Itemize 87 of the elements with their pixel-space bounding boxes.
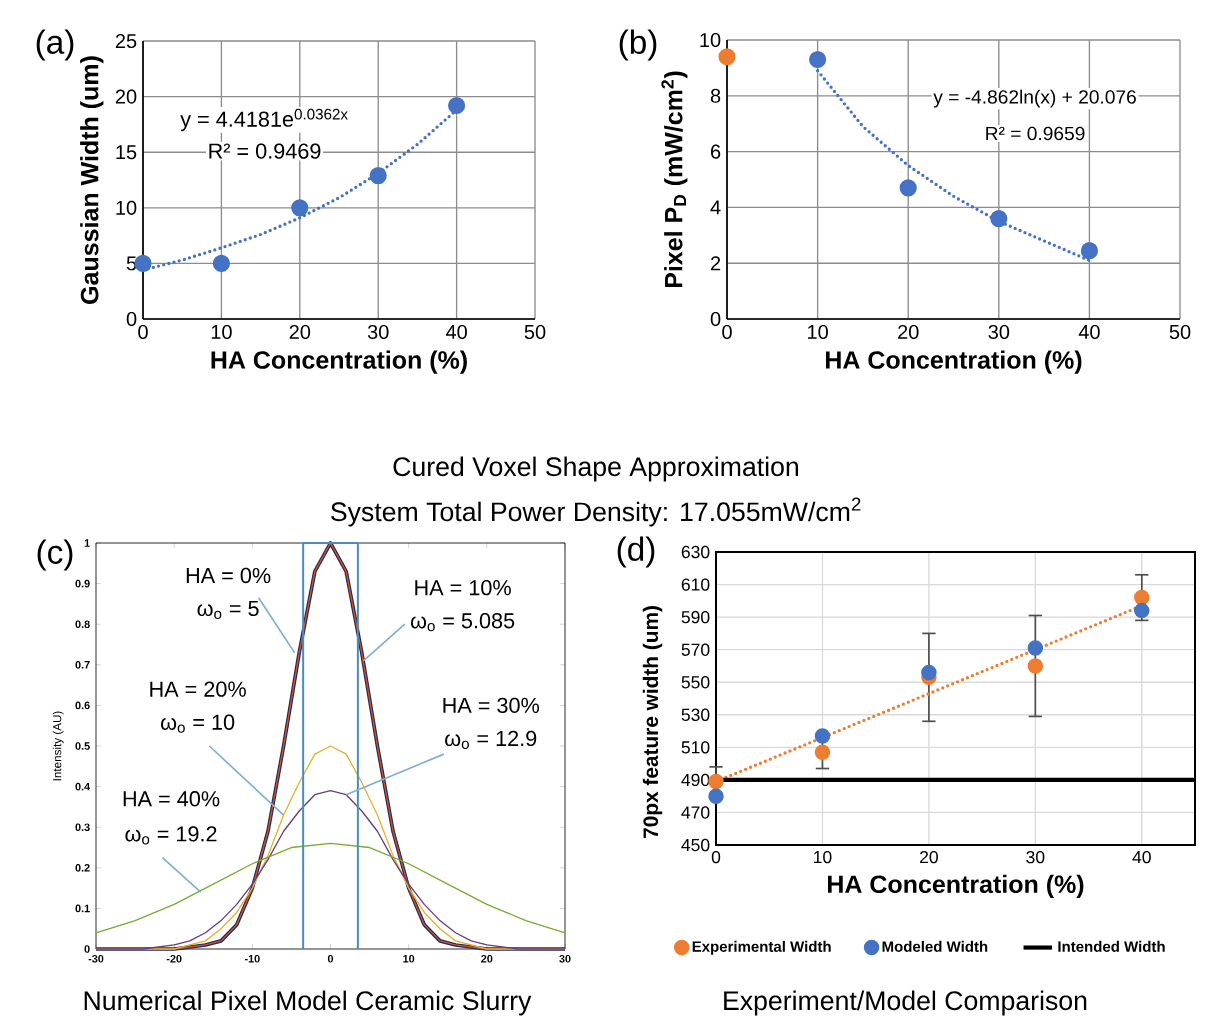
y-axis-title: Intensity (AU): [52, 711, 64, 781]
x-tick-label: 0: [138, 324, 148, 340]
annotation: ω$_{o}$ = 12.9: [445, 730, 537, 750]
x-tick-label: -30: [88, 954, 104, 963]
y-tick-label: 20: [115, 89, 137, 104]
y-tick-label: 0.6: [75, 701, 90, 710]
y-tick-label: 6: [711, 144, 721, 159]
y-tick-label: 490: [681, 773, 710, 787]
y-tick-label: 610: [681, 578, 710, 591]
x-tick-label: 30: [367, 324, 389, 340]
y-tick-label: 470: [681, 806, 710, 819]
x-tick-label: 10: [403, 954, 415, 963]
x-axis-title: HA Concentration (%): [828, 874, 1084, 899]
y-tick-label: 590: [681, 610, 710, 624]
x-tick-label: 30: [559, 954, 571, 963]
text: (a): [36, 29, 74, 61]
legend-label: Experimental Width: [692, 940, 831, 955]
y-tick-label: 1: [84, 539, 90, 547]
x-tick-label: 0: [327, 954, 334, 963]
legend-label: Modeled Width: [882, 940, 988, 952]
y-tick-label: 510: [681, 741, 710, 754]
y-tick-label: 570: [681, 643, 710, 656]
legend-label: Intended Width: [1058, 940, 1165, 952]
y-tick-label: 530: [681, 708, 710, 721]
y-tick-label: 0.9: [75, 579, 90, 588]
annotation: HA = 40%: [123, 791, 220, 807]
y-tick-label: 25: [115, 33, 137, 49]
y-tick-label: 450: [681, 838, 710, 852]
y-tick-label: 8: [710, 88, 721, 103]
x-tick-label: -20: [166, 954, 182, 963]
x-tick-label: 10: [808, 324, 828, 340]
y-tick-label: 0.8: [75, 620, 90, 629]
x-tick-label: 50: [524, 324, 546, 340]
y-tick-label: 0.1: [75, 904, 90, 913]
y-tick-label: 10: [116, 200, 137, 215]
annotation: y = 4.4181e$^{0.0362x}$: [180, 108, 348, 132]
y-tick-label: 630: [681, 545, 710, 559]
y-axis-title: Gaussian Width (um): [80, 56, 104, 304]
y-tick-label: 0: [710, 311, 721, 327]
x-tick-label: 10: [814, 850, 832, 864]
x-tick-label: 20: [289, 324, 311, 340]
annotation: ω$_{o}$ = 5.085: [410, 613, 515, 632]
y-tick-label: 0.7: [75, 660, 90, 669]
y-tick-label: 0.5: [75, 742, 90, 750]
annotation: R² = 0.9659: [986, 126, 1085, 141]
text: Numerical Pixel Model Ceramic Slurry: [84, 990, 532, 1016]
y-tick-label: 2: [710, 256, 721, 271]
y-tick-label: 10: [700, 32, 721, 48]
x-tick-label: 20: [898, 324, 919, 340]
text: (b): [619, 29, 657, 61]
x-axis-title: HA Concentration (%): [211, 350, 467, 374]
x-tick-label: -10: [244, 954, 260, 963]
y-tick-label: 0: [84, 945, 90, 953]
annotation: HA = 30%: [443, 697, 540, 714]
annotation: ω$_{o}$ = 5: [197, 600, 259, 620]
x-tick-label: 20: [481, 954, 493, 963]
x-tick-label: 40: [1132, 850, 1151, 864]
text: Cured Voxel Shape Approximation: [393, 456, 799, 482]
annotation: R² = 0.9469: [209, 143, 321, 159]
text: (d): [617, 536, 655, 568]
y-tick-label: 0: [126, 311, 137, 327]
x-tick-label: 30: [1026, 850, 1045, 864]
y-tick-label: 550: [681, 676, 710, 689]
y-tick-label: 4: [710, 200, 721, 215]
x-axis-title: HA Concentration (%): [826, 350, 1082, 374]
y-axis-title: Pixel P$_{D}$ (mW/cm$^{2}$): [661, 71, 688, 288]
annotation: HA = 0%: [186, 567, 271, 584]
text: (c): [37, 539, 73, 571]
annotation: ω$_{o}$ = 10: [161, 714, 235, 733]
y-axis-title: 70px feature width (um): [642, 606, 663, 838]
y-tick-label: 0.3: [75, 823, 90, 832]
x-tick-label: 40: [1078, 324, 1100, 340]
x-tick-label: 0: [722, 324, 732, 340]
x-tick-label: 20: [920, 850, 938, 864]
x-tick-label: 40: [445, 324, 467, 340]
y-tick-label: 0.4: [75, 782, 91, 791]
y-tick-label: 15: [116, 145, 137, 160]
x-tick-label: 50: [1169, 324, 1191, 340]
annotation: HA = 20%: [150, 681, 246, 697]
annotation: HA = 10%: [415, 580, 511, 596]
x-tick-label: 30: [988, 324, 1010, 340]
annotation: ω$_{o}$ = 19.2: [125, 826, 217, 845]
text: Experiment/Model Comparison: [724, 990, 1087, 1016]
y-tick-label: 0.2: [75, 863, 90, 872]
x-tick-label: 10: [211, 324, 232, 340]
annotation: y = -4.862ln(x) + 20.076: [933, 89, 1136, 108]
text: System Total Power Density: 17.055mW/cm$^{2}$: [331, 497, 861, 527]
